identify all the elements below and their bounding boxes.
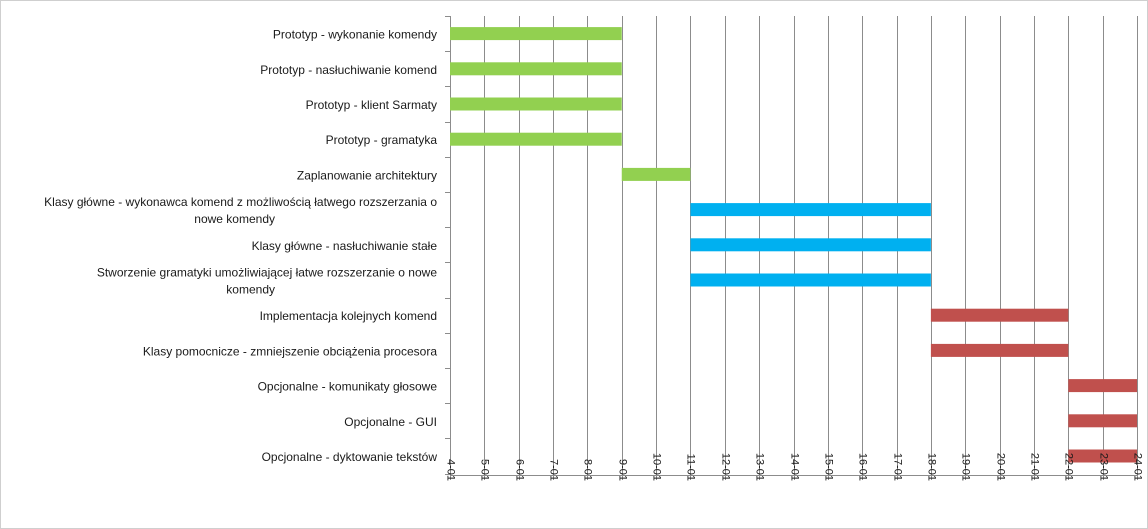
task-label: Opcjonalne - dyktowanie tekstów: [262, 450, 438, 464]
x-tick-label: 20-01: [995, 453, 1007, 481]
task-label: Klasy główne - nasłuchiwanie stałe: [252, 239, 438, 253]
task-label: komendy: [226, 283, 275, 297]
task-bar: [930, 343, 1069, 357]
task-label: Klasy główne - wykonawca komend z możliw…: [44, 195, 437, 209]
x-tick-label: 24-01: [1132, 453, 1144, 481]
x-tick-label: 17-01: [892, 453, 904, 481]
x-tick-label: 23-01: [1098, 453, 1110, 481]
x-tick-label: 11-01: [685, 454, 697, 481]
task-bar: [930, 308, 1069, 322]
x-tick-label: 8-01: [582, 459, 594, 481]
x-tick-label: 6-01: [514, 459, 526, 481]
task-label: Prototyp - nasłuchiwanie komend: [260, 63, 437, 77]
task-label: Stworzenie gramatyki umożliwiającej łatw…: [97, 266, 437, 280]
x-tick-label: 18-01: [926, 453, 938, 481]
x-tick-label: 21-01: [1029, 453, 1041, 481]
task-label: Prototyp - klient Sarmaty: [306, 98, 437, 112]
task-label: Prototyp - gramatyka: [326, 133, 438, 147]
x-tick-label: 4-01: [445, 459, 457, 481]
x-tick-label: 10-01: [651, 453, 663, 481]
task-bar: [1068, 414, 1137, 428]
x-tick-label: 7-01: [548, 459, 560, 481]
task-bar: [450, 62, 622, 76]
task-bar: [690, 238, 931, 252]
x-axis: 4-01 5-01 6-01 7-01 8-01 9-01 10-01 11-01 12-01 1…: [445, 16, 1144, 481]
task-bar: [450, 97, 622, 111]
x-tick-label: 13-01: [754, 453, 766, 481]
x-tick-label: 14-01: [789, 453, 801, 481]
task-bar: [690, 203, 931, 217]
task-bar: [690, 273, 931, 287]
task-bar: [621, 167, 691, 181]
task-bar: [1068, 379, 1137, 393]
x-tick-label: 19-01: [960, 453, 972, 481]
task-label: Opcjonalne - komunikaty głosowe: [258, 380, 438, 394]
x-tick-label: 15-01: [823, 453, 835, 481]
x-tick-label: 22-01: [1063, 453, 1075, 481]
task-bar: [1068, 449, 1137, 463]
task-bar: [450, 132, 622, 146]
x-tick-label: 16-01: [857, 453, 869, 481]
x-tick-label: 12-01: [720, 453, 732, 481]
task-label: nowe komendy: [194, 212, 275, 226]
bars: [450, 27, 1137, 463]
task-labels: Prototyp - wykonanie komendy Prototyp - n…: [44, 28, 437, 464]
x-tick-label: 5-01: [479, 459, 491, 481]
task-label: Implementacja kolejnych komend: [260, 309, 437, 323]
task-label: Zaplanowanie architektury: [297, 168, 437, 182]
x-tick-label: 9-01: [617, 459, 629, 481]
task-label: Opcjonalne - GUI: [344, 415, 437, 429]
task-label: Prototyp - wykonanie komendy: [273, 28, 437, 42]
task-bar: [450, 27, 622, 41]
task-label: Klasy pomocnicze - zmniejszenie obciążen…: [143, 344, 437, 358]
